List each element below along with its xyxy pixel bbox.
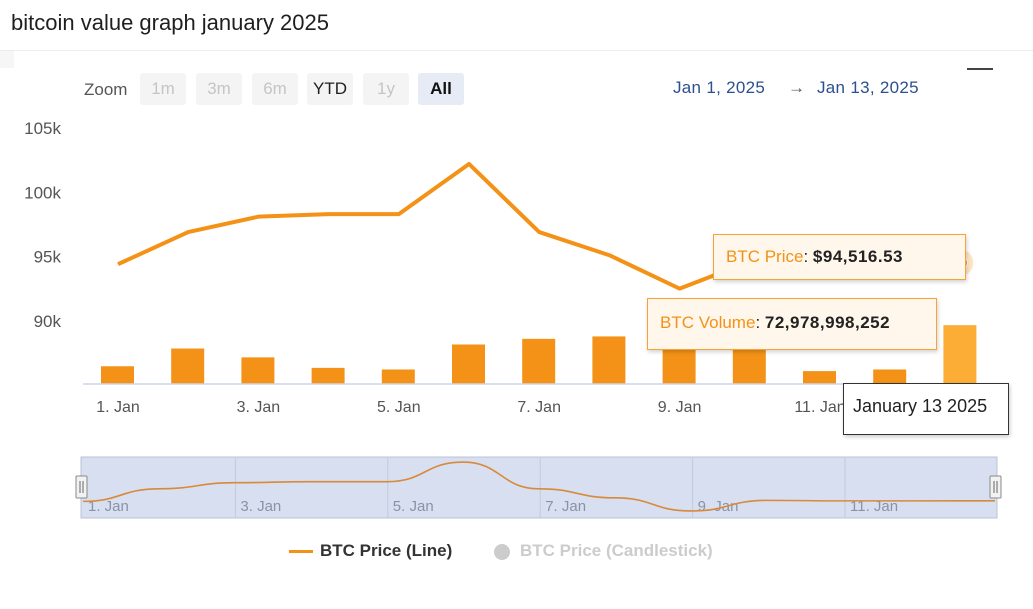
navigator-tick-label: 3. Jan (240, 498, 281, 515)
range-from-input[interactable]: Jan 1, 2025 (673, 78, 766, 97)
volume-tooltip: BTC Volume: 72,978,998,252 (647, 298, 937, 350)
volume-bar (803, 371, 836, 384)
navigator-tick-label: 9. Jan (698, 498, 739, 515)
volume-bar (241, 357, 275, 384)
range-arrow: → (788, 78, 806, 97)
volume-bar (522, 338, 556, 384)
price-tooltip-value: $94,516.53 (812, 247, 904, 266)
volume-bar (381, 369, 415, 384)
navigator-series-line (82, 461, 996, 512)
zoom-ytd-button[interactable]: YTD (307, 73, 353, 105)
y-tick-label: 90k (34, 312, 62, 331)
legend-line-swatch (289, 550, 313, 554)
x-tick-label: 1. Jan (96, 399, 140, 416)
navigator-handle-right[interactable] (989, 475, 1002, 499)
legend-item-line[interactable]: BTC Price (Line) (289, 541, 452, 561)
legend-candle-swatch (494, 543, 510, 560)
volume-bar (943, 325, 977, 384)
x-tick-label: 5. Jan (377, 399, 421, 416)
zoom-1y-button[interactable]: 1y (363, 73, 409, 105)
x-tick-label: 9. Jan (658, 399, 702, 416)
navigator-tick-label: 1. Jan (88, 498, 129, 515)
volume-bar (592, 336, 626, 384)
navigator-mask (80, 456, 998, 519)
zoom-1m-button[interactable]: 1m (140, 73, 186, 105)
y-tick-label: 105k (24, 119, 61, 138)
y-tick-label: 100k (24, 183, 61, 202)
legend-candle-label: BTC Price (Candlestick) (520, 541, 713, 560)
price-tooltip: BTC Price: $94,516.53 (713, 234, 966, 280)
range-to-input[interactable]: Jan 13, 2025 (817, 78, 919, 97)
date-tooltip: January 13 2025 (843, 383, 1009, 435)
volume-bar (171, 348, 205, 384)
x-tick-label: 3. Jan (237, 399, 281, 416)
chart-menu-mark[interactable] (967, 68, 993, 70)
navigator: 1. Jan 3. Jan 5. Jan 7. Jan 9. Jan 11. Jan (75, 456, 1002, 519)
volume-bar (101, 366, 134, 384)
navigator-tick-label: 11. Jan (850, 498, 898, 515)
volume-bar (452, 344, 485, 384)
zoom-3m-button[interactable]: 3m (196, 73, 242, 105)
legend-item-candlestick[interactable]: BTC Price (Candlestick) (494, 541, 713, 561)
navigator-tick-label: 7. Jan (545, 498, 586, 515)
navigator-handle-left[interactable] (75, 475, 88, 499)
search-bar[interactable]: bitcoin value graph january 2025 (0, 0, 1033, 51)
volume-bar (311, 367, 345, 384)
search-query[interactable]: bitcoin value graph january 2025 (11, 10, 330, 35)
x-tick-label: 7. Jan (517, 399, 561, 416)
x-tick-label: 11. Jan (794, 399, 845, 416)
zoom-all-button[interactable]: All (418, 73, 464, 105)
zoom-label: Zoom (84, 80, 128, 99)
volume-tooltip-label: BTC Volume (660, 313, 756, 332)
zoom-6m-button[interactable]: 6m (252, 73, 298, 105)
y-tick-label: 95k (34, 248, 62, 267)
navigator-tick-label: 5. Jan (393, 498, 434, 515)
volume-bar (873, 369, 907, 384)
price-tooltip-label: BTC Price (726, 247, 804, 266)
volume-tooltip-value: 72,978,998,252 (764, 313, 891, 332)
chart-axes: 105k 100k 95k 90k 1. Jan 3. Jan 5. Jan 7. Jan 9.… (24, 119, 993, 416)
legend-line-label: BTC Price (Line) (320, 541, 453, 560)
